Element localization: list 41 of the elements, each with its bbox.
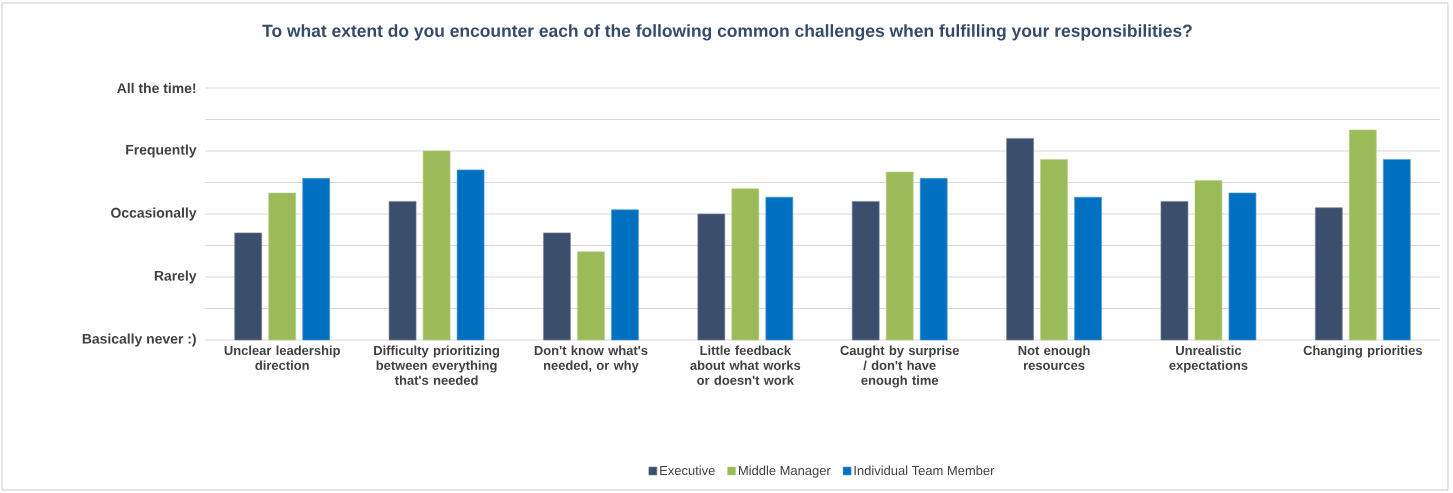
text: Basically never :) [82,333,196,347]
x-tick-label: Caught by surprise / don't have enough time [840,345,959,388]
bar [1194,180,1223,341]
bar [919,177,948,341]
bar [388,201,417,341]
bar [1160,201,1189,341]
text: Rarely [154,270,197,284]
x-tick-label: Unclear leadership direction [224,345,340,370]
bar [765,196,794,341]
legend-label: Executive [660,465,715,476]
text: All the time! [117,82,196,94]
bar [422,150,451,341]
bar [1315,207,1343,341]
legend-label: Middle Manager [738,465,831,478]
bar [577,251,605,341]
bar [268,192,296,341]
x-tick-label: Changing priorities [1303,345,1423,358]
x-tick-label: Don't know what's needed, or why [534,345,648,373]
bar [851,201,880,341]
x-tick-label: Difficulty prioritizing between everything that's needed [374,345,500,385]
bar [885,171,914,341]
bar [234,232,262,341]
bar [731,188,760,341]
bar [1228,192,1257,341]
legend-label: Individual Team Member [854,465,995,476]
bar [543,232,571,341]
bar [302,177,331,341]
bar [697,213,726,341]
bar [456,169,485,341]
x-tick-label: Unrealistic expectations [1169,345,1248,373]
bar [1040,159,1068,341]
text: Occasionally [111,207,197,221]
text: Frequently [126,144,197,158]
bar [1074,196,1102,341]
bar [611,209,639,341]
x-tick-label: Little feedback about what works or doesn't work [690,345,801,385]
bar [1383,159,1411,341]
chart-title: To what extent do you encounter each of the following common challenges when fulfilling your responsibilities? [262,24,1192,41]
bar [1349,129,1377,341]
x-tick-label: Not enough resources [1018,345,1090,370]
bar [1006,138,1034,341]
